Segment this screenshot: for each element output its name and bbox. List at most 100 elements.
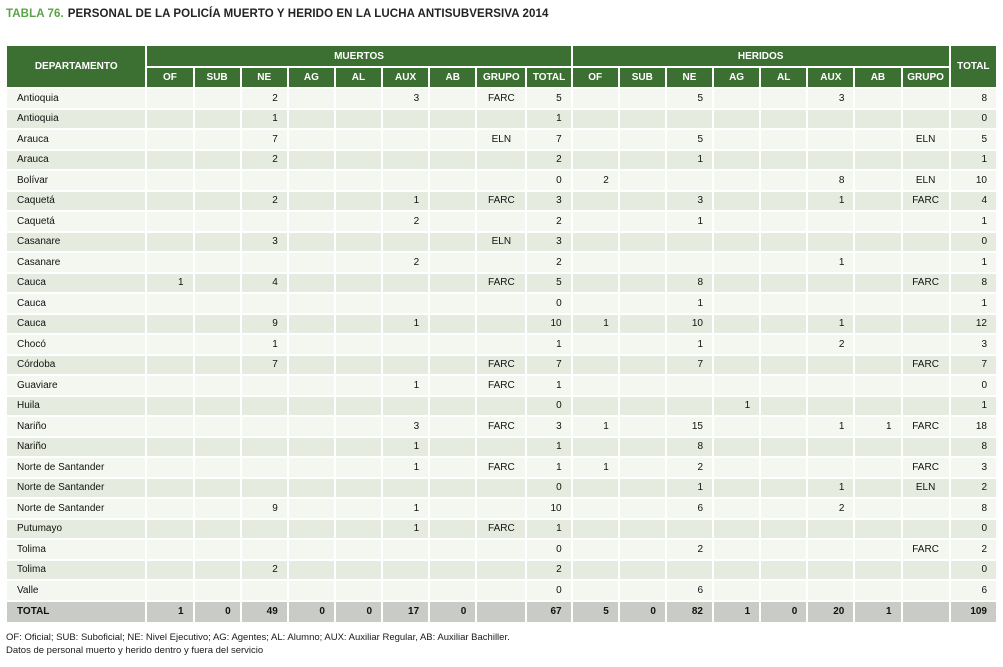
heridos-ab-cell: 1: [855, 417, 901, 436]
table-row: Casanare 2 2 1 1: [7, 253, 996, 272]
muertos-sub-cell: [194, 355, 240, 374]
muertos-total-cell: 10: [527, 499, 571, 518]
total-heridos-of-cell: 5: [572, 601, 618, 622]
heridos-ab-cell: [855, 314, 901, 333]
muertos-ab-cell: [430, 171, 476, 190]
row-total-cell: 8: [950, 437, 996, 456]
heridos-sub-cell: [619, 253, 665, 272]
muertos-ne-cell: 4: [241, 273, 287, 292]
muertos-grupo-cell: [477, 581, 526, 600]
heridos-grupo-cell: [902, 581, 949, 600]
muertos-ab-cell: [430, 89, 476, 108]
muertos-total-cell: 2: [527, 560, 571, 579]
muertos-ab-cell: [430, 396, 476, 415]
heridos-al-cell: [761, 314, 807, 333]
heridos-of-cell: [572, 130, 618, 149]
heridos-grupo-cell: FARC: [902, 540, 949, 559]
total-muertos-total-cell: 67: [527, 601, 571, 622]
muertos-aux-cell: [383, 335, 429, 354]
muertos-al-cell: [335, 560, 382, 579]
heridos-ag-cell: [714, 171, 760, 190]
heridos-ag-cell: [714, 458, 760, 477]
heridos-al-cell: [761, 253, 807, 272]
muertos-al-cell: [335, 478, 382, 497]
col-header-heridos-al: AL: [761, 68, 807, 87]
muertos-ag-cell: [288, 458, 334, 477]
muertos-ag-cell: [288, 437, 334, 456]
muertos-total-cell: 0: [527, 294, 571, 313]
heridos-sub-cell: [619, 191, 665, 210]
muertos-al-cell: [335, 191, 382, 210]
col-header-total: TOTAL: [950, 46, 996, 87]
heridos-al-cell: [761, 232, 807, 251]
muertos-ab-cell: [430, 232, 476, 251]
muertos-of-cell: [147, 191, 193, 210]
heridos-ag-cell: [714, 150, 760, 169]
heridos-ne-cell: 8: [666, 437, 712, 456]
heridos-of-cell: 1: [572, 458, 618, 477]
muertos-sub-cell: [194, 150, 240, 169]
heridos-sub-cell: [619, 478, 665, 497]
heridos-ab-cell: [855, 253, 901, 272]
muertos-sub-cell: [194, 499, 240, 518]
dept-cell: Casanare: [7, 232, 146, 251]
muertos-of-cell: [147, 519, 193, 538]
total-muertos-of-cell: 1: [147, 601, 193, 622]
muertos-of-cell: [147, 437, 193, 456]
dept-cell: Casanare: [7, 253, 146, 272]
muertos-of-cell: [147, 540, 193, 559]
grand-total-cell: 109: [950, 601, 996, 622]
muertos-total-cell: 5: [527, 89, 571, 108]
heridos-aux-cell: [808, 437, 854, 456]
muertos-ne-cell: [241, 417, 287, 436]
heridos-of-cell: 1: [572, 314, 618, 333]
row-total-cell: 5: [950, 130, 996, 149]
table-row: Norte de Santander 0 1 1 ELN 2: [7, 478, 996, 497]
muertos-ag-cell: [288, 478, 334, 497]
muertos-ag-cell: [288, 150, 334, 169]
muertos-of-cell: [147, 130, 193, 149]
heridos-grupo-cell: ELN: [902, 478, 949, 497]
col-header-heridos-ne: NE: [666, 68, 712, 87]
heridos-sub-cell: [619, 212, 665, 231]
heridos-ag-cell: [714, 253, 760, 272]
total-muertos-ne-cell: 49: [241, 601, 287, 622]
dept-cell: Caquetá: [7, 212, 146, 231]
muertos-of-cell: [147, 335, 193, 354]
muertos-sub-cell: [194, 191, 240, 210]
heridos-of-cell: [572, 376, 618, 395]
col-header-heridos-aux: AUX: [808, 68, 854, 87]
muertos-grupo-cell: [477, 294, 526, 313]
dept-cell: Nariño: [7, 437, 146, 456]
table-row: Casanare 3 ELN 3 0: [7, 232, 996, 251]
muertos-ab-cell: [430, 478, 476, 497]
muertos-ne-cell: 7: [241, 355, 287, 374]
muertos-grupo-cell: FARC: [477, 191, 526, 210]
table-row: Putumayo 1 FARC 1 0: [7, 519, 996, 538]
row-total-cell: 1: [950, 294, 996, 313]
muertos-total-cell: 0: [527, 478, 571, 497]
heridos-al-cell: [761, 273, 807, 292]
muertos-total-cell: 1: [527, 376, 571, 395]
muertos-aux-cell: [383, 294, 429, 313]
heridos-grupo-cell: [902, 437, 949, 456]
heridos-of-cell: [572, 478, 618, 497]
col-header-muertos-of: OF: [147, 68, 193, 87]
heridos-ne-cell: 10: [666, 314, 712, 333]
heridos-ag-cell: 1: [714, 396, 760, 415]
row-total-cell: 3: [950, 335, 996, 354]
muertos-ag-cell: [288, 581, 334, 600]
heridos-sub-cell: [619, 396, 665, 415]
heridos-aux-cell: 1: [808, 478, 854, 497]
table-row: Tolima 2 2 0: [7, 560, 996, 579]
muertos-al-cell: [335, 417, 382, 436]
muertos-aux-cell: 2: [383, 212, 429, 231]
muertos-sub-cell: [194, 560, 240, 579]
table-row: Guaviare 1 FARC 1 0: [7, 376, 996, 395]
table-row: Norte de Santander 9 1 10 6 2 8: [7, 499, 996, 518]
muertos-ne-cell: [241, 253, 287, 272]
row-total-cell: 2: [950, 540, 996, 559]
muertos-aux-cell: 1: [383, 458, 429, 477]
muertos-ab-cell: [430, 560, 476, 579]
col-header-muertos-ag: AG: [288, 68, 334, 87]
